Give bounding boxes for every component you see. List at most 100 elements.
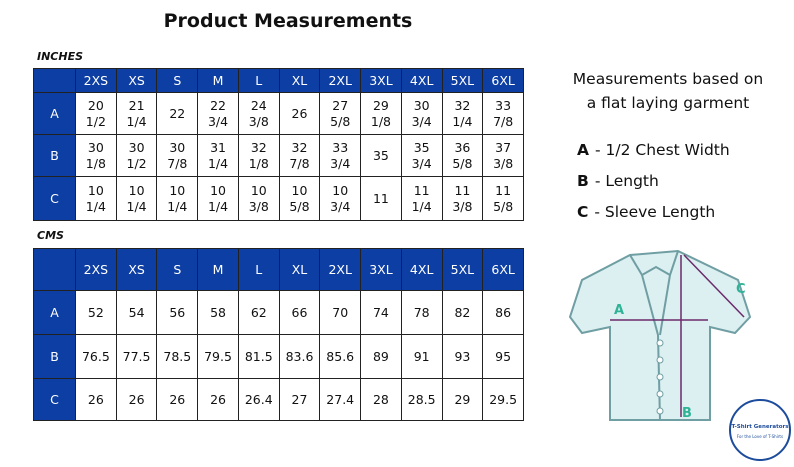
table-cell: 33 3/4: [319, 134, 362, 177]
column-header: M: [197, 68, 239, 93]
note-item: C - Sleeve Length: [577, 203, 715, 221]
table-cell: 91: [400, 334, 443, 379]
column-header: 2XS: [75, 248, 117, 291]
column-header: 3XL: [360, 68, 402, 93]
table-cell: 10 5/8: [278, 176, 321, 221]
table-cell: 28: [360, 378, 402, 421]
table-cell: 29 1/8: [360, 92, 402, 135]
column-header: 2XL: [319, 68, 362, 93]
shirt-diagram: A B C T-Shirt Generators For the Love of…: [568, 249, 791, 461]
table-cell: 22 3/4: [197, 92, 239, 135]
title: Product Measurements: [163, 10, 413, 32]
note-item: A - 1/2 Chest Width: [577, 141, 730, 159]
table-cell: 11 1/4: [400, 176, 443, 221]
column-header: 6XL: [482, 248, 524, 291]
table-cell: 89: [360, 334, 402, 379]
table-cell: 27.4: [319, 378, 362, 421]
table-cell: 10 1/4: [197, 176, 239, 221]
table-cell: 20 1/2: [75, 92, 117, 135]
diagram-label: A: [614, 303, 624, 318]
column-header: 2XL: [319, 248, 362, 291]
table-cell: 26: [75, 378, 117, 421]
table-cell: 10 1/4: [115, 176, 158, 221]
note-item: B - Length: [577, 172, 659, 190]
table-cell: 35 3/4: [400, 134, 443, 177]
table-cell: 74: [360, 290, 402, 335]
table-cell: 30 1/8: [75, 134, 117, 177]
table-cell: 28.5: [400, 378, 443, 421]
table-cell: 29.5: [482, 378, 524, 421]
table-cell: 79.5: [197, 334, 239, 379]
row-header: A: [33, 290, 76, 335]
table-cell: 30 7/8: [156, 134, 199, 177]
column-header: S: [156, 68, 199, 93]
table-cell: 36 5/8: [441, 134, 484, 177]
table-cell: 93: [441, 334, 484, 379]
table-cell: 26: [115, 378, 158, 421]
column-header: 3XL: [360, 248, 402, 291]
table-cell: 10 1/4: [75, 176, 117, 221]
logo-tagline: For the Love of T-Shirts: [737, 434, 783, 439]
table-cell: 78: [400, 290, 443, 335]
table-cell: 21 1/4: [115, 92, 158, 135]
table-cell: 26: [278, 92, 321, 135]
table-cell: 10 3/4: [319, 176, 362, 221]
table-cell: 30 3/4: [400, 92, 443, 135]
note-heading: a flat laying garment: [586, 94, 750, 112]
table-cell: 32 7/8: [278, 134, 321, 177]
table-cell: 26: [197, 378, 239, 421]
table-cell: 31 1/4: [197, 134, 239, 177]
table-cell: 22: [156, 92, 199, 135]
column-header: 5XL: [441, 248, 484, 291]
column-header: XS: [115, 68, 158, 93]
column-header: XS: [115, 248, 158, 291]
table-cell: 81.5: [237, 334, 280, 379]
table-cell: 26: [156, 378, 199, 421]
note-text: - Length: [594, 172, 659, 190]
table-cell: 11 5/8: [482, 176, 524, 221]
note-key: A: [577, 141, 589, 159]
table-cell: 10 1/4: [156, 176, 199, 221]
table-cell: 58: [197, 290, 239, 335]
table-cell: 24 3/8: [237, 92, 280, 135]
note-key: B: [577, 172, 589, 190]
row-header: C: [33, 176, 76, 221]
row-header: C: [33, 378, 76, 421]
note-heading: Measurements based on: [572, 70, 764, 88]
column-header: M: [197, 248, 239, 291]
table-label: INCHES: [37, 50, 84, 63]
table-cell: 27: [278, 378, 321, 421]
table-cell: 78.5: [156, 334, 199, 379]
table-cell: 27 5/8: [319, 92, 362, 135]
column-header: 4XL: [400, 68, 443, 93]
note-key: C: [577, 203, 589, 221]
table-cell: 52: [75, 290, 117, 335]
table-cell: 32 1/4: [441, 92, 484, 135]
table-label: CMS: [37, 229, 64, 242]
table-cell: 35: [360, 134, 402, 177]
note-text: - Sleeve Length: [594, 203, 716, 221]
row-header: A: [33, 92, 76, 135]
column-header: XL: [278, 68, 321, 93]
table-cell: 11: [360, 176, 402, 221]
table-cell: 11 3/8: [441, 176, 484, 221]
table-cell: 29: [441, 378, 484, 421]
column-header: 4XL: [400, 248, 443, 291]
header-cell: [33, 248, 76, 291]
table-cell: 33 7/8: [482, 92, 524, 135]
table-cell: 26.4: [237, 378, 280, 421]
table-cell: 95: [482, 334, 524, 379]
table-cell: 30 1/2: [115, 134, 158, 177]
row-header: B: [33, 134, 76, 177]
diagram-label: C: [736, 282, 746, 297]
table-cell: 56: [156, 290, 199, 335]
table-cell: 70: [319, 290, 362, 335]
row-header: B: [33, 334, 76, 379]
table-cell: 76.5: [75, 334, 117, 379]
table-cell: 85.6: [319, 334, 362, 379]
column-header: 2XS: [75, 68, 117, 93]
table-cell: 10 3/8: [237, 176, 280, 221]
table-cell: 66: [278, 290, 321, 335]
note-text: - 1/2 Chest Width: [595, 141, 730, 159]
